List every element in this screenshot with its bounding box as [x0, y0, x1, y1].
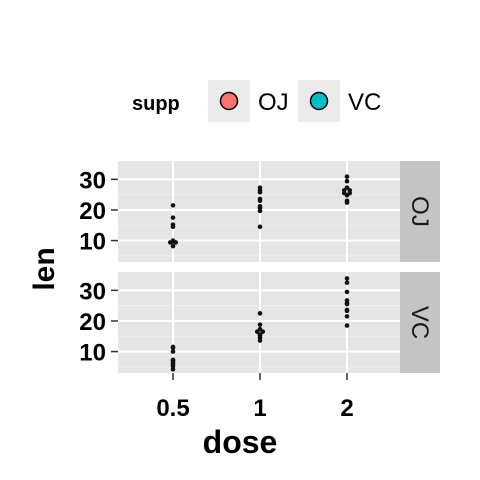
data-point [257, 208, 263, 214]
data-point [257, 224, 263, 230]
data-point [254, 329, 260, 334]
data-point [170, 215, 176, 220]
x-tick-label: 0.5 [156, 395, 189, 422]
facet-strip-label-oj: OJ [406, 196, 433, 227]
data-point [257, 322, 263, 327]
data-point [257, 338, 263, 343]
data-point [257, 189, 263, 195]
data-point [344, 323, 350, 328]
data-point [344, 301, 350, 307]
data-point [260, 329, 266, 334]
y-tick-label: 20 [79, 309, 106, 336]
data-point [344, 276, 350, 281]
y-tick-label: 20 [79, 198, 106, 225]
legend-key-oj [219, 91, 239, 111]
data-point [344, 200, 350, 205]
facet-strip-label-vc: VC [406, 306, 433, 339]
y-tick-label: 30 [79, 278, 106, 305]
x-axis-title: dose [203, 424, 278, 460]
facet-strip [400, 161, 440, 262]
data-point [257, 311, 263, 316]
data-point [170, 203, 176, 208]
legend-title: supp [132, 93, 180, 115]
data-point [173, 240, 179, 245]
data-point [170, 367, 176, 372]
data-point [170, 243, 176, 249]
data-point [344, 174, 350, 179]
panel-oj: 10 20 30 OJ [79, 161, 440, 262]
x-axis: 0.5 1 2 [156, 373, 354, 422]
y-tick-label: 10 [79, 229, 106, 256]
panel-vc: 10 20 30 VC [79, 272, 440, 373]
data-point [344, 178, 350, 184]
legend-label-oj: OJ [258, 89, 289, 116]
data-point [344, 280, 350, 286]
facet-strip [400, 272, 440, 373]
data-point [167, 240, 173, 245]
legend-item-oj: OJ [208, 80, 289, 122]
data-point [170, 349, 176, 354]
data-point [344, 192, 350, 198]
legend-label-vc: VC [348, 89, 381, 116]
y-tick-label: 10 [79, 340, 106, 367]
data-point [344, 308, 350, 314]
data-point [170, 224, 176, 230]
legend-item-vc: VC [298, 80, 381, 122]
data-point [344, 314, 350, 319]
data-point [170, 345, 176, 351]
data-point [344, 289, 350, 295]
y-tick-label: 30 [79, 167, 106, 194]
legend-key-vc [309, 91, 329, 111]
x-tick-label: 2 [340, 395, 353, 422]
x-tick-label: 1 [253, 395, 266, 422]
y-axis-title: len [28, 247, 61, 290]
data-point [257, 198, 263, 204]
legend: supp OJ VC [132, 80, 381, 122]
